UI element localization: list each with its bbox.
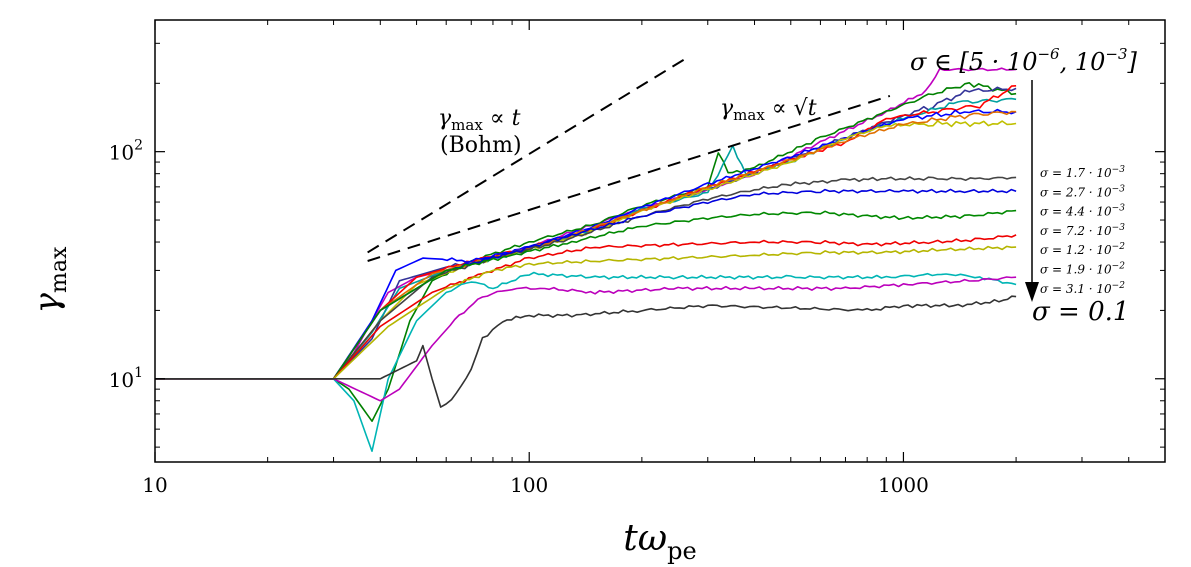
- x-tick-label: 1000: [878, 473, 929, 497]
- reference-line-layer: [367, 58, 891, 262]
- sigma-label: σ = 1.7 · 10−3: [1040, 165, 1125, 180]
- y-axis-label: γmax: [27, 246, 72, 313]
- x-axis-label: tωpe: [623, 518, 696, 565]
- series-sigma-1.2e-2: [155, 245, 1017, 380]
- sigma-label: σ = 3.1 · 10−2: [1040, 281, 1125, 296]
- sigma-arrow-head: [1025, 282, 1039, 302]
- reference-line-sqrt: [367, 94, 891, 262]
- sigma-label: σ = 4.4 · 10−3: [1040, 204, 1125, 219]
- x-tick-label: 10: [142, 473, 167, 497]
- sigma-label-list: σ = 1.7 · 10−3 σ = 2.7 · 10−3 σ = 4.4 · 10…: [1040, 165, 1125, 296]
- series-sigma-0.1: [155, 295, 1017, 408]
- series-sigma-4.4e-3: [155, 209, 1017, 380]
- sigma-label: σ = 1.9 · 10−2: [1040, 262, 1125, 277]
- tick-layer: 10 100 1000 101 102: [109, 20, 1165, 497]
- sigma-label: σ = 1.2 · 10−2: [1040, 242, 1125, 257]
- axes-frame: [154, 19, 1166, 463]
- series-sigma-5e-6: [155, 67, 1017, 380]
- sigma-label: σ = 7.2 · 10−3: [1040, 223, 1125, 238]
- sigma-label: σ = 2.7 · 10−3: [1040, 184, 1125, 199]
- series-sigma-3.1e-2: [155, 276, 1017, 402]
- bohm-annotation-line2: (Bohm): [440, 133, 522, 158]
- sigma-range-annotation: σ ∈ [5 · 10−6, 10−3]: [910, 45, 1138, 76]
- series-olive-high: [155, 120, 1017, 380]
- sqrt-annotation: γmax ∝ √t: [720, 96, 817, 124]
- series-orange-high: [155, 110, 1017, 380]
- series-sigma-1.9e-2: [155, 271, 1017, 453]
- y-tick-label: 102: [109, 138, 143, 165]
- reference-line-bohm: [367, 58, 686, 254]
- bohm-annotation-line1: γmax ∝ t: [438, 106, 521, 134]
- series-layer: [155, 67, 1017, 453]
- sigma-final-annotation: σ = 0.1: [1032, 297, 1129, 327]
- y-tick-label: 101: [109, 365, 143, 392]
- x-tick-label: 100: [510, 473, 548, 497]
